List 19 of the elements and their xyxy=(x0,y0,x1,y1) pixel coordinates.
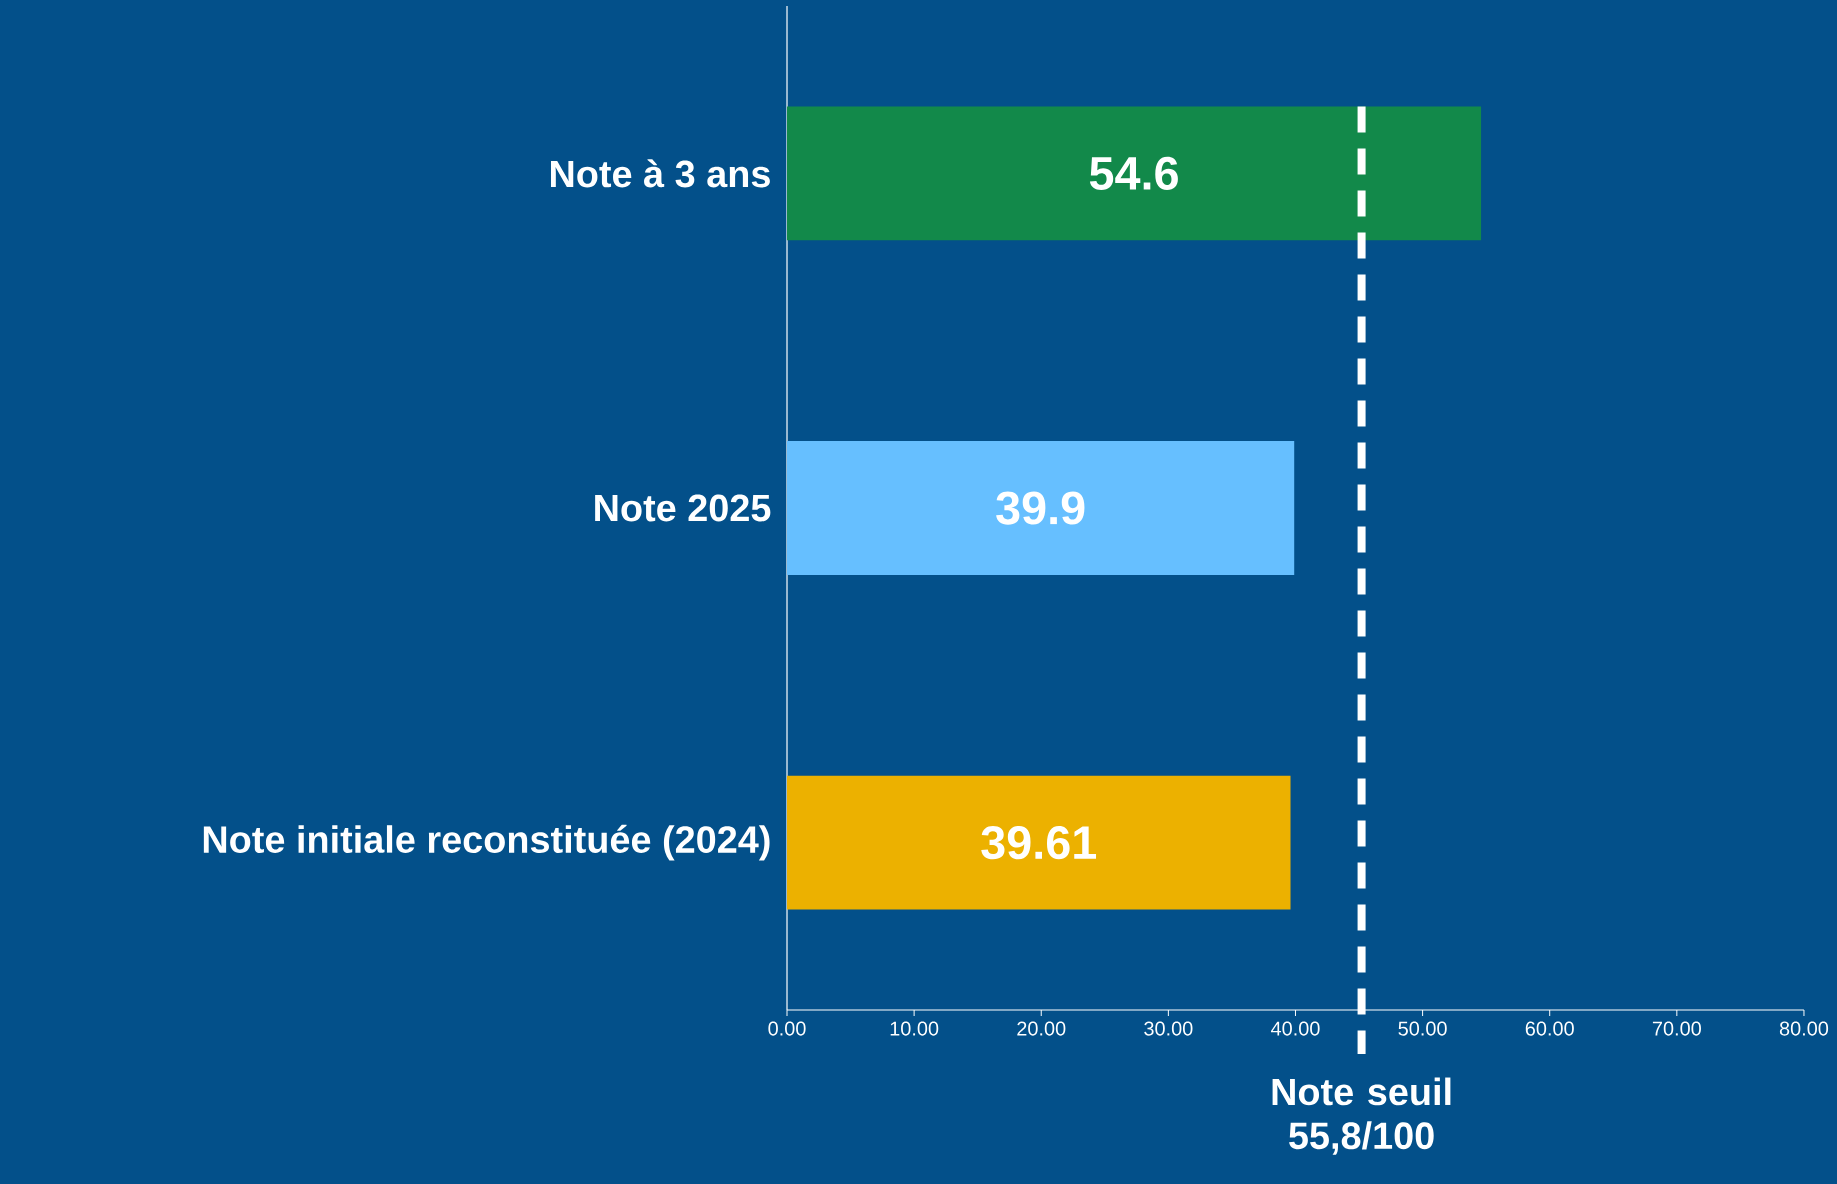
x-tick-label: 80.00 xyxy=(1779,1021,1829,1036)
x-tick-label: 0.00 xyxy=(768,1021,806,1036)
y-tick-label: Note initiale reconstituée (2024) xyxy=(203,824,770,861)
bar xyxy=(787,775,1291,910)
bar xyxy=(787,441,1295,575)
x-tick-label: 30.00 xyxy=(1144,1021,1193,1036)
x-tick-label: 70.00 xyxy=(1652,1021,1701,1036)
x-tick-label: 10.00 xyxy=(890,1021,939,1036)
ref-line-label: Note seuil 55,8/100 xyxy=(1272,1077,1451,1155)
data-label: 54.6 xyxy=(1089,156,1178,190)
data-label: 39.9 xyxy=(996,491,1085,525)
data-label: 39.61 xyxy=(981,826,1097,860)
y-tick-label: Note à 3 ans xyxy=(550,159,770,188)
y-tick-label: Note 2025 xyxy=(595,494,771,522)
x-tick-label: 60.00 xyxy=(1525,1021,1574,1036)
bar xyxy=(787,106,1482,241)
x-tick-label: 20.00 xyxy=(1017,1021,1066,1036)
x-tick-label: 40.00 xyxy=(1271,1021,1320,1036)
x-tick-label: 50.00 xyxy=(1398,1021,1447,1036)
